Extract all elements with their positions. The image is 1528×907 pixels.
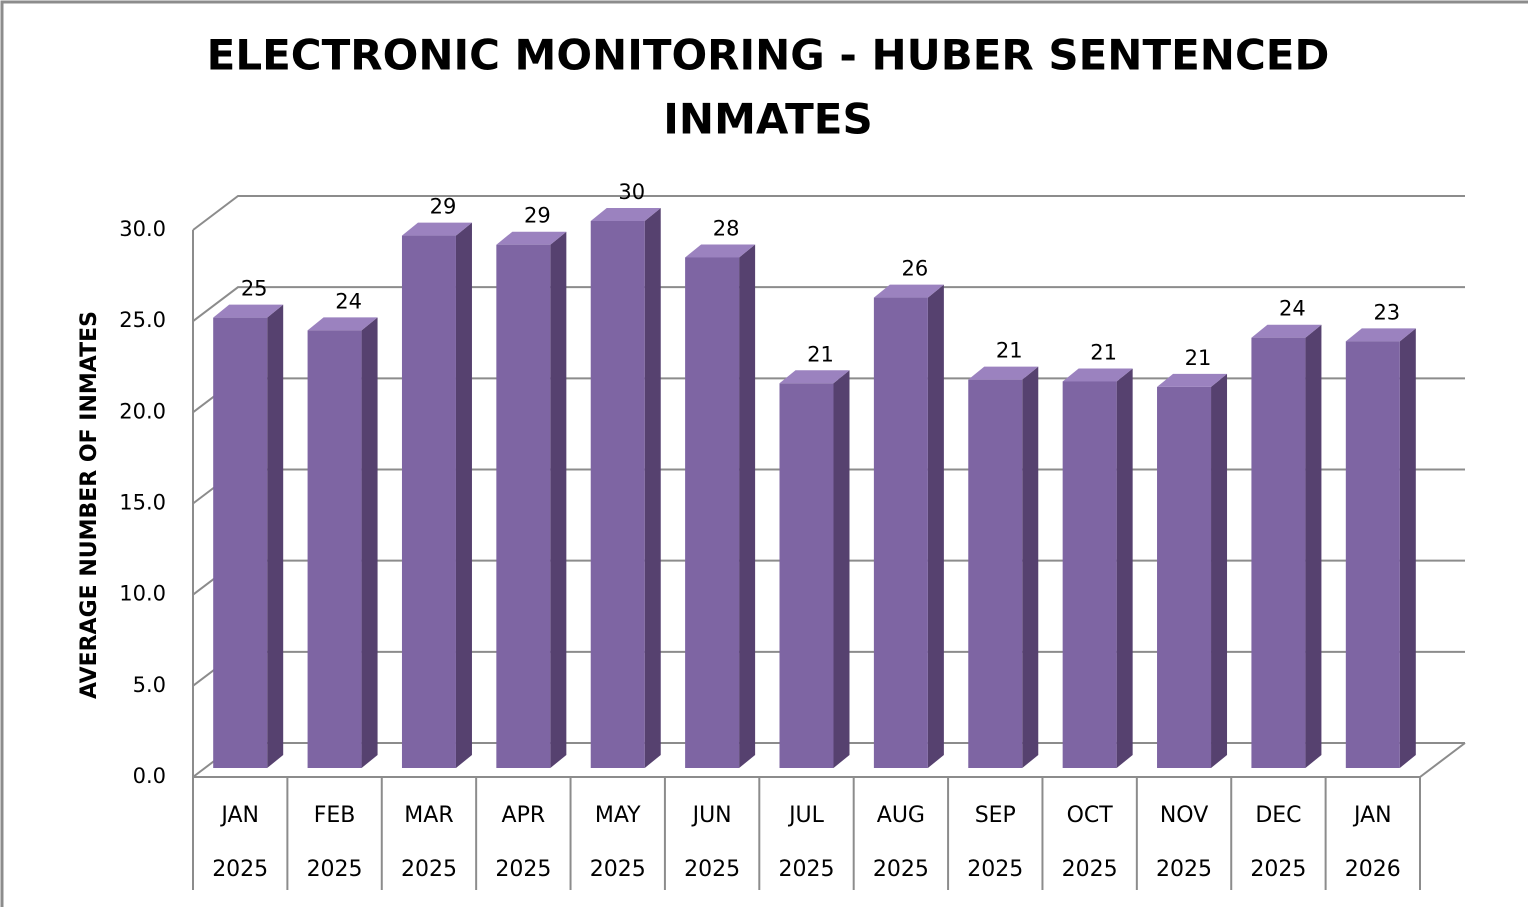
value-label: 21 (1185, 346, 1212, 370)
bar (1345, 341, 1400, 768)
x-tick-label: 2025 (1250, 857, 1306, 882)
bar-side (644, 208, 661, 768)
x-tick-label: JAN (219, 803, 259, 828)
bar-side (1022, 366, 1039, 768)
x-tick-label: 2025 (873, 857, 929, 882)
y-tick-label: 5.0 (133, 673, 166, 697)
bar-side (550, 231, 567, 768)
bar-top (1345, 328, 1416, 342)
x-tick-label: SEP (975, 803, 1016, 828)
bar-side (361, 317, 378, 768)
x-tick-label: 2025 (590, 857, 646, 882)
y-tick-label: 25.0 (119, 308, 166, 332)
bar-top (1062, 368, 1133, 382)
bar (307, 330, 362, 768)
bar-top (968, 366, 1039, 380)
bar-side (455, 222, 472, 768)
value-label: 30 (618, 180, 645, 204)
x-tick-label: 2025 (779, 857, 835, 882)
value-label: 21 (807, 342, 834, 366)
x-tick-label: JUN (691, 803, 732, 828)
bar-top (1251, 324, 1322, 338)
bar (968, 379, 1023, 768)
bar-top (496, 231, 567, 245)
x-tick-label: 2025 (1062, 857, 1118, 882)
bar (590, 221, 645, 768)
value-label: 21 (1090, 340, 1117, 364)
y-tick-label: 20.0 (119, 399, 166, 423)
x-tick-label: 2026 (1345, 857, 1401, 882)
bar (1251, 337, 1306, 768)
value-label: 28 (713, 216, 740, 240)
value-label: 29 (430, 195, 457, 219)
bar-top (1157, 373, 1228, 387)
value-label: 29 (524, 204, 551, 228)
x-tick-label: DEC (1255, 803, 1301, 828)
value-label: 24 (1279, 297, 1306, 321)
x-tick-label: 2025 (684, 857, 740, 882)
x-tick-label: 2025 (401, 857, 457, 882)
x-tick-label: AUG (877, 803, 925, 828)
grid-line (192, 195, 1465, 231)
x-tick-label: 2025 (1156, 857, 1212, 882)
y-tick-label: 15.0 (119, 491, 166, 515)
x-tick-label: 2025 (495, 857, 551, 882)
x-tick-label: MAR (404, 803, 453, 828)
y-axis-title: AVERAGE NUMBER OF INMATES (77, 311, 102, 699)
x-tick-label: MAY (595, 803, 641, 828)
value-label: 21 (996, 339, 1023, 363)
bar-top (590, 208, 661, 221)
grid-line (192, 286, 1465, 322)
x-tick-label: JUL (787, 803, 825, 828)
bar (213, 317, 268, 768)
y-tick-label: 10.0 (119, 582, 166, 606)
bar-side (267, 304, 284, 768)
y-tick-label: 30.0 (119, 217, 166, 241)
chart-title: INMATES (663, 95, 872, 144)
bar (685, 257, 740, 768)
bar (1062, 381, 1117, 768)
x-tick-label: OCT (1067, 803, 1114, 828)
bar (873, 297, 928, 768)
x-tick-label: JAN (1352, 803, 1392, 828)
bar-side (739, 244, 756, 768)
x-tick-label: APR (502, 803, 546, 828)
bar-top (779, 370, 850, 384)
bar-top (307, 317, 378, 331)
bar (779, 383, 834, 768)
value-label: 23 (1373, 300, 1400, 324)
bar-top (873, 284, 944, 298)
value-label: 24 (335, 289, 362, 313)
chart-title: ELECTRONIC MONITORING - HUBER SENTENCED (207, 31, 1330, 80)
bar-top (685, 244, 756, 258)
bar-side (1211, 373, 1228, 768)
bar (496, 244, 551, 768)
x-tick-label: NOV (1160, 803, 1208, 828)
y-tick-label: 0.0 (133, 764, 166, 788)
bar (1157, 386, 1212, 768)
bar-side (927, 284, 944, 768)
bar-top (401, 222, 472, 236)
x-tick-label: FEB (314, 803, 356, 828)
value-label: 26 (902, 257, 929, 281)
bar-side (1116, 368, 1133, 768)
bar-side (833, 370, 850, 768)
bar-top (213, 304, 284, 318)
x-tick-label: 2025 (212, 857, 268, 882)
bar-side (1305, 324, 1322, 768)
value-label: 25 (241, 277, 268, 301)
bar-side (1399, 328, 1416, 768)
x-tick-label: 2025 (967, 857, 1023, 882)
x-tick-label: 2025 (307, 857, 363, 882)
bar (401, 235, 456, 768)
